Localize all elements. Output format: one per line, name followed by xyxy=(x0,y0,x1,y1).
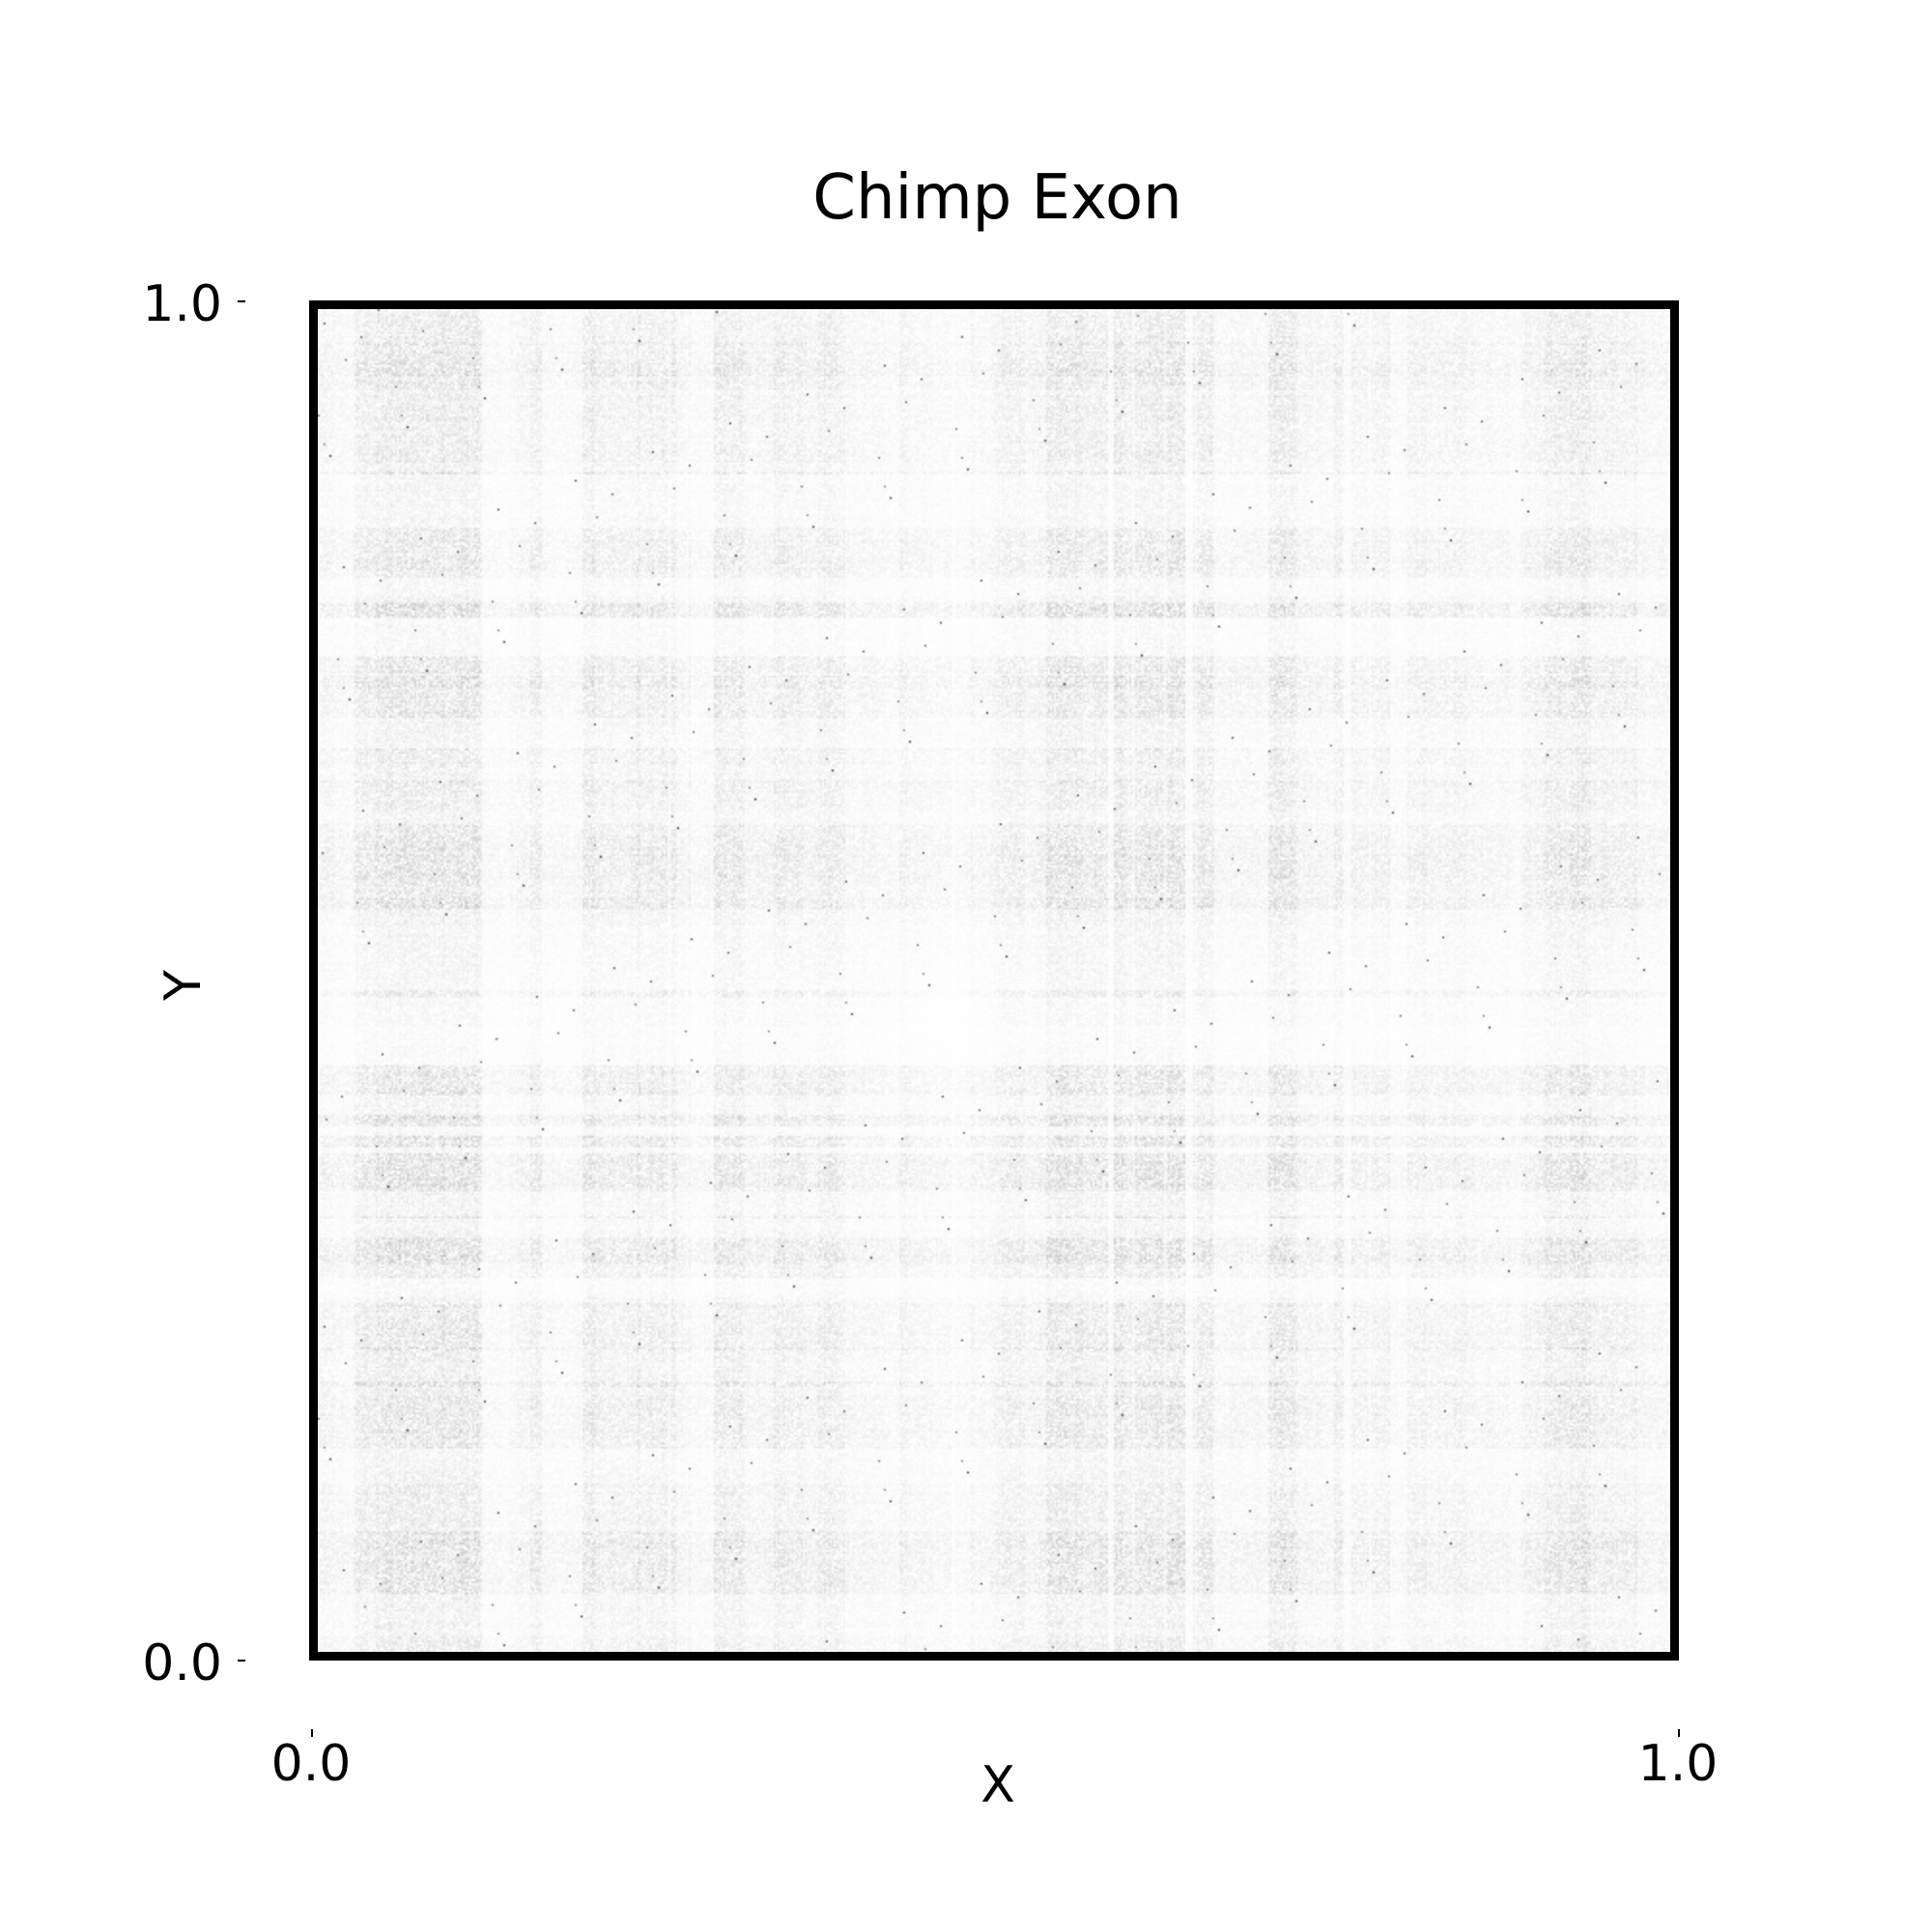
x-tick-mark-right xyxy=(1678,1729,1680,1737)
y-tick-mark-top xyxy=(238,300,245,302)
x-tick-label-left: 0.0 xyxy=(270,1735,352,1793)
x-axis-label: X xyxy=(980,1756,1015,1814)
y-axis-label: Y xyxy=(155,970,213,1001)
y-tick-label-top: 1.0 xyxy=(142,275,222,333)
y-tick-mark-bottom xyxy=(238,1660,245,1662)
x-tick-label-right: 1.0 xyxy=(1637,1735,1719,1793)
y-tick-label-bottom: 0.0 xyxy=(142,1634,222,1692)
x-tick-mark-left xyxy=(311,1729,313,1737)
plot-area xyxy=(309,300,1679,1661)
density-heatmap xyxy=(318,309,1670,1652)
chart-title: Chimp Exon xyxy=(812,162,1182,234)
